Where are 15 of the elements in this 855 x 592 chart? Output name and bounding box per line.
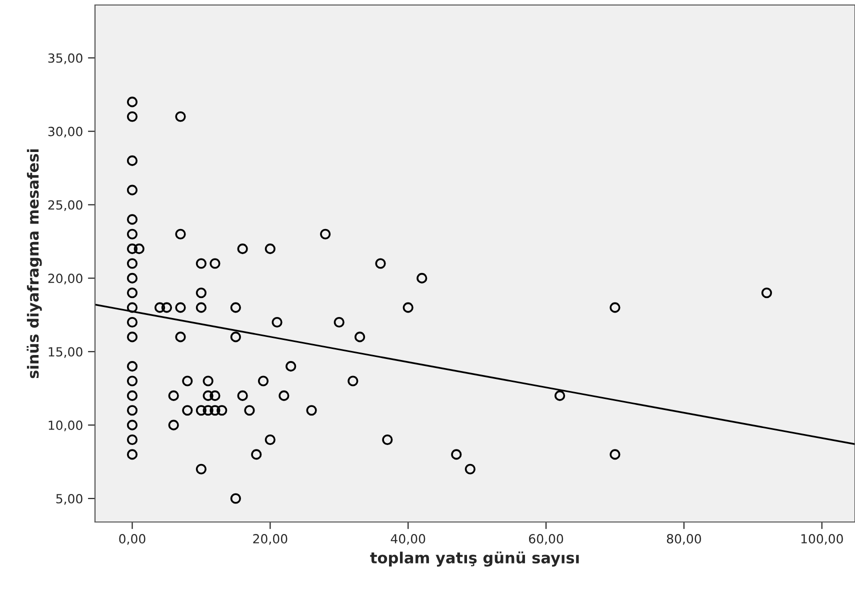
y-tick-label: 30,00 xyxy=(48,126,82,138)
y-axis-title: sinüs diyafragma mesafesi xyxy=(26,149,42,378)
x-axis-title: toplam yatış günü sayısı xyxy=(370,551,579,567)
x-tick-label: 40,00 xyxy=(390,534,426,545)
x-tick-label: 20,00 xyxy=(253,534,288,545)
y-tick-label: 35,00 xyxy=(48,53,82,64)
y-tick-label: 5,00 xyxy=(56,494,82,505)
x-tick-label: 80,00 xyxy=(666,534,702,545)
x-tick-label: 0,00 xyxy=(119,534,146,545)
y-tick-label: 25,00 xyxy=(48,200,82,211)
x-tick-label: 100,00 xyxy=(801,534,843,545)
y-tick-label: 10,00 xyxy=(48,420,82,432)
x-tick-label: 60,00 xyxy=(529,534,564,545)
y-tick-label: 15,00 xyxy=(48,347,82,358)
y-tick-label: 20,00 xyxy=(48,274,82,284)
